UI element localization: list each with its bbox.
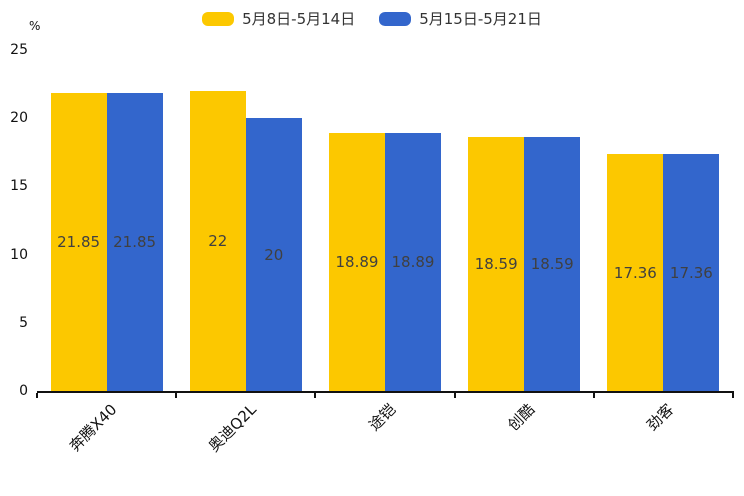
legend-item[interactable]: 5月15日-5月21日 — [379, 8, 542, 29]
bar: 20 — [245, 118, 302, 391]
y-axis-tick-label: 5 — [19, 314, 28, 331]
x-axis-category-label: 奔腾X40 — [66, 400, 121, 456]
x-axis-category-label: 奥迪Q2L — [204, 400, 260, 456]
x-axis-tick — [36, 393, 38, 398]
bar: 18.59 — [524, 137, 581, 391]
bar: 22 — [189, 90, 246, 391]
x-axis-tick — [732, 393, 734, 398]
y-axis-tick-label: 15 — [10, 178, 28, 195]
bar-value-label: 18.59 — [474, 255, 518, 274]
bar-value-label: 18.59 — [530, 255, 574, 274]
bar-value-label: 21.85 — [57, 232, 101, 251]
legend-swatch-icon — [379, 11, 412, 26]
legend-swatch-icon — [202, 11, 235, 26]
bar-value-label: 22 — [208, 231, 228, 250]
y-axis-tick-label: 25 — [10, 42, 28, 58]
bar: 18.89 — [329, 133, 385, 391]
legend-item-label: 5月8日-5月14日 — [242, 10, 356, 28]
bar-value-label: 17.36 — [613, 263, 657, 282]
bar: 21.85 — [106, 92, 163, 391]
bar-value-label: 21.85 — [113, 232, 157, 251]
x-axis-line — [37, 391, 734, 393]
x-axis-category-label: 途铠 — [365, 400, 400, 435]
bar: 18.89 — [385, 133, 441, 391]
bar-value-label: 18.89 — [335, 253, 379, 272]
y-axis-unit-label: % — [29, 19, 41, 33]
bar: 17.36 — [663, 154, 720, 391]
y-axis-tick-label: 0 — [19, 383, 28, 399]
bar: 17.36 — [607, 154, 664, 391]
bar-value-label: 18.89 — [391, 253, 435, 272]
legend-item-label: 5月15日-5月21日 — [419, 10, 542, 28]
bar: 18.59 — [468, 137, 525, 391]
bar: 21.85 — [50, 92, 107, 391]
x-axis-tick — [175, 393, 178, 398]
y-axis-tick-label: 20 — [10, 110, 28, 127]
chart-legend: 5月8日-5月14日 5月15日-5月21日 — [0, 8, 744, 29]
legend-item[interactable]: 5月8日-5月14日 — [202, 8, 355, 29]
x-axis-tick — [314, 393, 317, 398]
x-axis-tick — [453, 393, 456, 398]
bar-value-label: 20 — [264, 245, 284, 264]
y-axis-tick-label: 10 — [10, 246, 28, 263]
x-axis-category-label: 创酷 — [504, 400, 539, 435]
x-axis-category-label: 劲客 — [643, 400, 678, 435]
bar-value-label: 17.36 — [669, 263, 713, 282]
x-axis-tick — [592, 393, 595, 398]
